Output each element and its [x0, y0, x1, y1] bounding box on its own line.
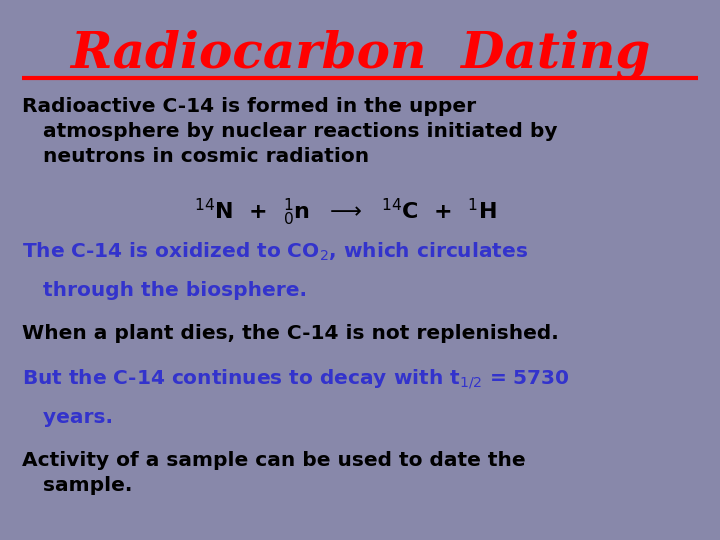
- Text: Radiocarbon  Dating: Radiocarbon Dating: [70, 30, 650, 79]
- Text: Activity of a sample can be used to date the
   sample.: Activity of a sample can be used to date…: [22, 451, 525, 495]
- Text: through the biosphere.: through the biosphere.: [22, 281, 307, 300]
- Text: years.: years.: [22, 408, 112, 427]
- Text: Radioactive C-14 is formed in the upper
   atmosphere by nuclear reactions initi: Radioactive C-14 is formed in the upper …: [22, 97, 557, 166]
- Text: $^{14}$N  +  $^{1}_{0}$n  $\longrightarrow$  $^{14}$C  +  $^{1}$H: $^{14}$N + $^{1}_{0}$n $\longrightarrow$…: [194, 197, 498, 228]
- Text: When a plant dies, the C-14 is not replenished.: When a plant dies, the C-14 is not reple…: [22, 324, 558, 343]
- Text: But the C-14 continues to decay with t$_{1/2}$ = 5730: But the C-14 continues to decay with t$_…: [22, 367, 569, 391]
- Text: The C-14 is oxidized to CO$_2$, which circulates: The C-14 is oxidized to CO$_2$, which ci…: [22, 240, 528, 262]
